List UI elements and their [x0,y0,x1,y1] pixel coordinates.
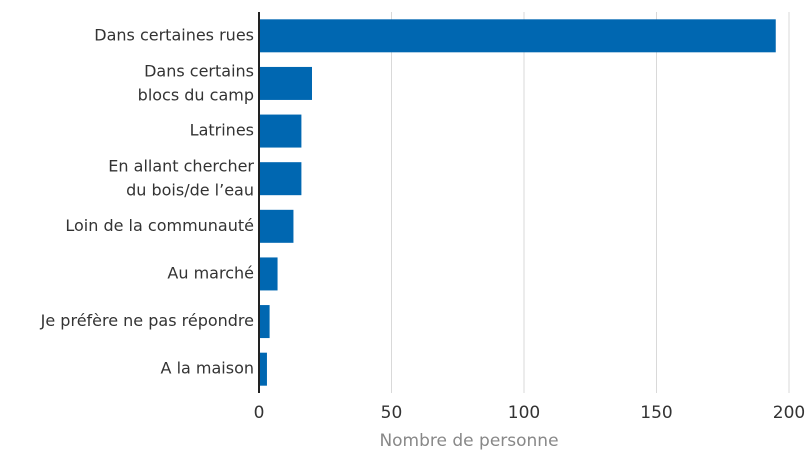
y-tick-label: Loin de la communauté [65,216,254,235]
y-tick-label: En allant chercher du bois/de l’eau [108,156,254,199]
y-tick-label: Dans certains blocs du camp [138,61,254,104]
bar [259,209,294,243]
y-tick-label: A la maison [161,359,254,378]
bar [259,257,278,291]
bar [259,352,267,386]
bar [259,19,776,53]
bar [259,162,302,196]
bar [259,114,302,148]
bar [259,66,312,100]
bar [259,305,270,339]
x-tick-label: 0 [254,403,265,423]
y-tick-label: Au marché [167,263,254,282]
x-tick-label: 150 [640,403,672,423]
x-tick-label: 100 [508,403,540,423]
x-tick-label: 200 [773,403,805,423]
y-tick-label: Je préfère ne pas répondre [40,311,254,330]
x-tick-label: 50 [381,403,403,423]
x-axis-title: Nombre de personne [379,431,558,451]
y-tick-label: Dans certaines rues [94,25,254,44]
y-tick-label: Latrines [190,121,254,140]
